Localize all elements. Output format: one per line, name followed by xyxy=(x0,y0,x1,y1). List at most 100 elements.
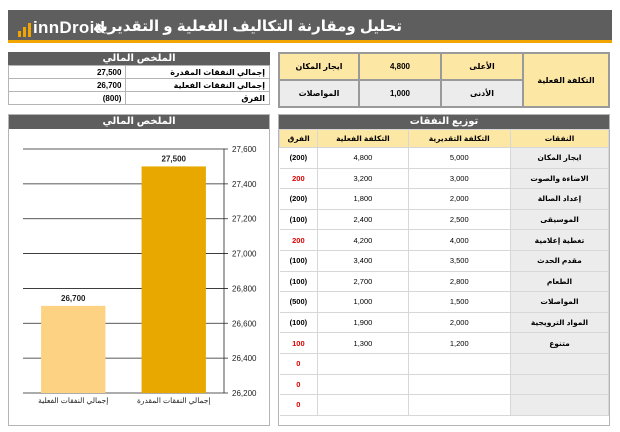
actual-cost-cell: 1,800 xyxy=(317,188,409,210)
y-tick-label: 26,600 xyxy=(232,319,257,328)
diff-cell: (200) xyxy=(279,188,319,210)
expense-name-cell xyxy=(510,353,609,375)
estimated-cost-cell: 2,000 xyxy=(408,188,511,210)
header-expense: النفقات xyxy=(509,129,609,148)
diff-cell: (200) xyxy=(279,147,319,169)
table-row: 0 xyxy=(279,374,609,396)
table-row: (100) 3,400 3,500 مقدم الحدث xyxy=(279,250,609,272)
lowest-item: المواصلات xyxy=(279,80,359,107)
table-row: 200 4,200 4,000 تغطية إعلامية xyxy=(279,229,609,251)
y-tick-label: 27,000 xyxy=(232,250,257,259)
chart-panel: الملخص المالي 26,200 26,400 26,600 26,800 27… xyxy=(8,114,270,426)
y-tick-label: 26,200 xyxy=(232,389,257,398)
summary-value: 26,700 xyxy=(7,78,127,92)
diff-cell: (100) xyxy=(279,250,319,272)
summary-label: إجمالي النفقات المقدرة xyxy=(125,65,270,79)
table-row: (100) 2,700 2,800 الطعام xyxy=(279,271,609,293)
y-tick-label: 27,600 xyxy=(232,145,257,154)
table-row: 100 1,300 1,200 متنوع xyxy=(279,332,609,354)
lowest-label: الأدنى xyxy=(441,80,523,107)
summary-row-actual: 26,700 إجمالي النفقات الفعلية xyxy=(7,78,270,92)
table-row: (200) 4,800 5,000 ايجار المكان xyxy=(279,147,609,169)
actual-cost-label: التكلفة الفعلية xyxy=(523,53,609,107)
chart-panel-title: الملخص المالي xyxy=(9,115,269,129)
y-tick-label: 27,200 xyxy=(232,215,257,224)
actual-cost-panel: ايجار المكان المواصلات 4,800 1,000 الأعل… xyxy=(278,52,610,108)
summary-row-difference: (800) الفرق xyxy=(7,91,270,105)
actual-cost-cell: 2,700 xyxy=(317,271,409,293)
diff-cell: 100 xyxy=(279,332,319,354)
table-row: (500) 1,000 1,500 المواصلات xyxy=(279,291,609,313)
estimated-cost-cell: 2,800 xyxy=(408,271,511,293)
estimated-cost-cell: 4,000 xyxy=(408,229,511,251)
x-category-label: إجمالي النفقات المقدرة xyxy=(137,396,211,405)
expense-name-cell: إعداد الصالة xyxy=(510,188,609,210)
table-header-row: الفرق التكلفة الفعلية التكلفة التقديرية … xyxy=(279,129,609,148)
expense-name-cell: مقدم الحدث xyxy=(510,250,609,272)
highest-item: ايجار المكان xyxy=(279,53,359,80)
expense-name-cell: الطعام xyxy=(510,271,609,293)
actual-cost-cell: 4,200 xyxy=(317,229,409,251)
estimated-cost-cell xyxy=(408,374,511,396)
summary-value: 27,500 xyxy=(7,65,127,79)
financial-summary-panel: الملخص المالي 27,500 إجمالي النفقات المق… xyxy=(7,52,270,105)
actual-cost-cell: 4,800 xyxy=(317,147,409,169)
diff-cell: (100) xyxy=(279,209,319,231)
estimated-cost-cell xyxy=(408,394,511,416)
y-tick-label: 26,800 xyxy=(232,284,257,293)
highest-label: الأعلى xyxy=(441,53,523,80)
header-difference: الفرق xyxy=(279,129,319,148)
estimated-cost-cell: 1,200 xyxy=(408,332,511,354)
expense-name-cell: الموسيقى xyxy=(510,209,609,231)
data-label: 27,500 xyxy=(162,154,187,163)
actual-cost-cell xyxy=(317,374,409,396)
actual-cost-cell: 1,000 xyxy=(317,291,409,313)
actual-cost-cell: 2,400 xyxy=(317,209,409,231)
lowest-value: 1,000 xyxy=(359,80,441,107)
logo: innDroid xyxy=(18,17,105,37)
diff-cell: 200 xyxy=(279,168,319,190)
header-estimated-cost: التكلفة التقديرية xyxy=(407,129,511,148)
diff-cell: (100) xyxy=(279,312,319,334)
estimated-cost-cell: 1,500 xyxy=(408,291,511,313)
diff-cell: 0 xyxy=(279,374,319,396)
estimated-cost-cell: 2,000 xyxy=(408,312,511,334)
expense-distribution-panel: توزيع النفقات الفرق التكلفة الفعلية التك… xyxy=(278,114,610,426)
expense-distribution-title: توزيع النفقات xyxy=(279,115,609,129)
diff-cell: 0 xyxy=(279,353,319,375)
summary-value: (800) xyxy=(7,91,127,105)
diff-cell: (100) xyxy=(279,271,319,293)
summary-row-estimated: 27,500 إجمالي النفقات المقدرة xyxy=(7,65,270,79)
table-row: (100) 1,900 2,000 المواد الترويجية xyxy=(279,312,609,334)
actual-cost-cell: 1,300 xyxy=(317,332,409,354)
expense-name-cell: الاضاءة والصوت xyxy=(510,168,609,190)
expense-name-cell xyxy=(510,394,609,416)
estimated-cost-cell: 5,000 xyxy=(408,147,511,169)
estimated-cost-cell: 3,000 xyxy=(408,168,511,190)
expense-name-cell: متنوع xyxy=(510,332,609,354)
bar xyxy=(141,166,206,393)
table-row: (200) 1,800 2,000 إعداد الصالة xyxy=(279,188,609,210)
data-label: 26,700 xyxy=(61,294,86,303)
table-row: 0 xyxy=(279,353,609,375)
expense-name-cell: المواصلات xyxy=(510,291,609,313)
diff-cell: 200 xyxy=(279,229,319,251)
actual-cost-cell: 3,400 xyxy=(317,250,409,272)
expense-name-cell: تغطية إعلامية xyxy=(510,229,609,251)
actual-cost-cell: 3,200 xyxy=(317,168,409,190)
summary-label: إجمالي النفقات الفعلية xyxy=(125,78,270,92)
x-category-label: إجمالي النفقات الفعلية xyxy=(38,396,108,405)
table-row: 0 xyxy=(279,394,609,416)
highest-value: 4,800 xyxy=(359,53,441,80)
header-actual-cost: التكلفة الفعلية xyxy=(317,129,409,148)
actual-cost-cell xyxy=(317,394,409,416)
actual-cost-cell: 1,900 xyxy=(317,312,409,334)
expense-distribution-table: الفرق التكلفة الفعلية التكلفة التقديرية … xyxy=(279,129,609,416)
expense-name-cell xyxy=(510,374,609,396)
header-bar: innDroid تحليل ومقارنة التكاليف الفعلية … xyxy=(8,10,612,43)
page-title: تحليل ومقارنة التكاليف الفعلية و التقدير… xyxy=(93,18,402,35)
logo-bars-icon xyxy=(18,23,31,37)
financial-summary-table: 27,500 إجمالي النفقات المقدرة 26,700 إجم… xyxy=(7,65,270,105)
financial-summary-title: الملخص المالي xyxy=(8,52,270,65)
y-tick-label: 26,400 xyxy=(232,354,257,363)
